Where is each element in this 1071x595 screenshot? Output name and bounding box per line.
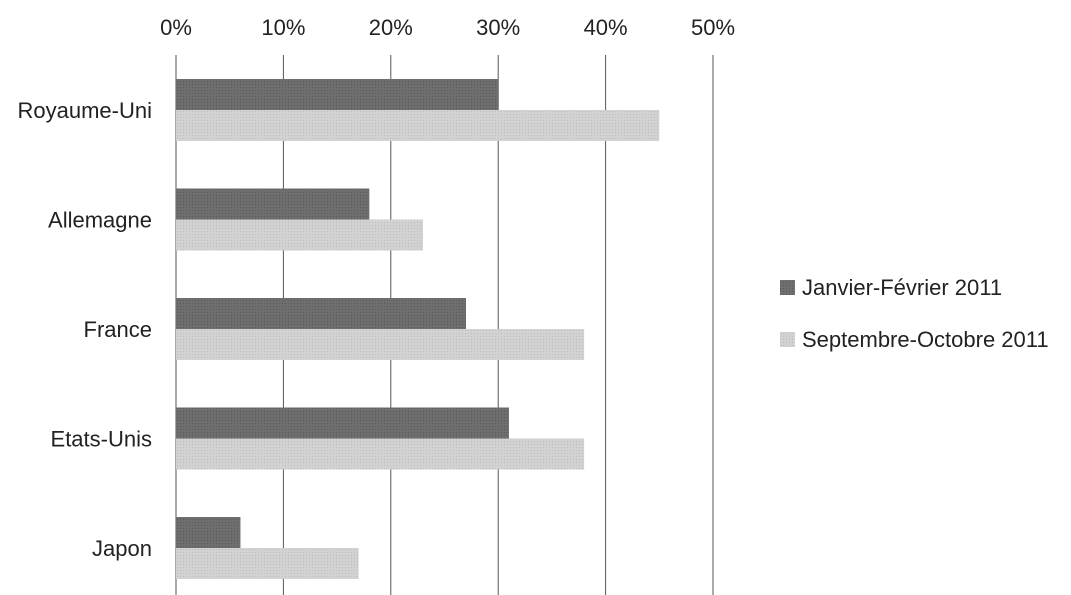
bar-janvier-fevrier: [176, 188, 370, 220]
x-tick-label: 0%: [160, 15, 192, 40]
legend-label: Janvier-Février 2011: [802, 275, 1002, 300]
bar-septembre-octobre: [176, 329, 585, 360]
x-tick-label: 20%: [369, 15, 413, 40]
legend: Janvier-Février 2011 Septembre-Octobre 20…: [780, 275, 1049, 352]
x-axis-ticks: 0% 10% 20% 30% 40% 50%: [160, 15, 735, 40]
category-label: France: [84, 317, 152, 342]
bar-septembre-octobre: [176, 110, 660, 141]
category-label: Allemagne: [48, 208, 152, 233]
category-label: Etats-Unis: [51, 427, 152, 452]
bar-septembre-octobre: [176, 219, 424, 251]
legend-swatch: [780, 280, 795, 295]
bar-janvier-fevrier: [176, 517, 241, 548]
legend-label: Septembre-Octobre 2011: [802, 327, 1049, 352]
bar-septembre-octobre: [176, 438, 585, 470]
bar-janvier-fevrier: [176, 407, 509, 439]
legend-swatch: [780, 332, 795, 347]
bar-septembre-octobre: [176, 548, 359, 579]
bars: [176, 79, 660, 579]
category-labels: Royaume-Uni Allemagne France Etats-Unis Japo…: [18, 98, 153, 561]
x-tick-label: 10%: [261, 15, 305, 40]
x-tick-label: 30%: [476, 15, 520, 40]
x-tick-label: 50%: [691, 15, 735, 40]
category-label: Royaume-Uni: [18, 98, 153, 123]
bar-janvier-fevrier: [176, 79, 499, 110]
bar-janvier-fevrier: [176, 298, 466, 329]
category-label: Japon: [92, 536, 152, 561]
x-tick-label: 40%: [584, 15, 628, 40]
